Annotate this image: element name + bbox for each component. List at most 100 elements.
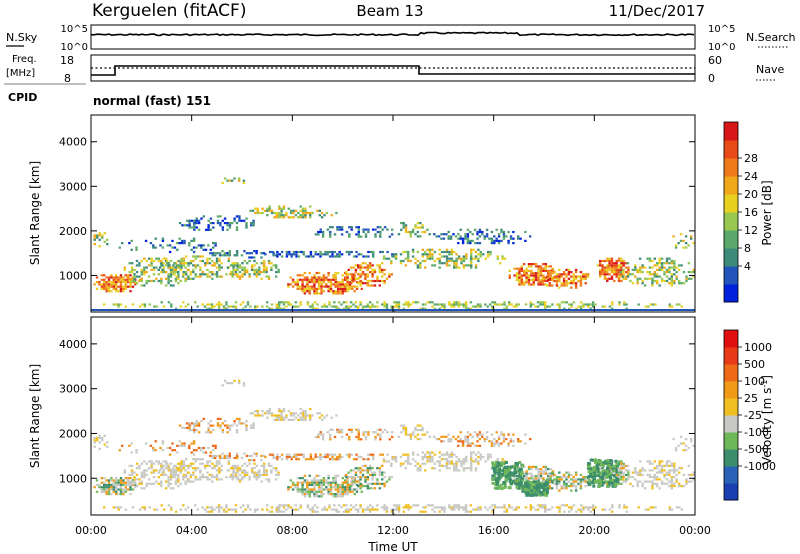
velocity-cell xyxy=(546,478,549,481)
power-cell xyxy=(488,237,491,240)
power-cell xyxy=(369,271,372,274)
power-cell xyxy=(185,255,188,258)
power-cell xyxy=(453,250,456,254)
velocity-cell xyxy=(560,476,563,479)
velocity-cell xyxy=(493,474,497,478)
power-cell xyxy=(289,216,293,219)
power-cell xyxy=(537,265,540,268)
power-cell xyxy=(334,285,337,288)
velocity-cell xyxy=(180,444,184,447)
power-cell xyxy=(231,273,234,276)
power-cell xyxy=(223,222,227,225)
velocity-cell xyxy=(225,510,228,513)
velocity-cell xyxy=(155,460,158,463)
power-cell xyxy=(131,276,135,279)
velocity-cell xyxy=(490,440,494,443)
velocity-cell xyxy=(656,485,659,488)
velocity-cell xyxy=(450,453,453,456)
power-cell xyxy=(455,259,458,263)
power-cell xyxy=(147,257,151,260)
power-cell xyxy=(339,285,342,288)
power-cell xyxy=(353,274,356,277)
power-cell xyxy=(393,305,396,308)
velocity-cell xyxy=(684,438,688,441)
power-cell xyxy=(332,292,335,295)
velocity-cell xyxy=(621,471,625,474)
power-cell xyxy=(304,211,307,215)
power-cell xyxy=(673,279,676,283)
power-cell xyxy=(302,253,305,256)
velocity-cell xyxy=(587,508,590,511)
power-cell xyxy=(535,265,538,268)
velocity-cell xyxy=(679,435,683,438)
velocity-cell xyxy=(584,478,587,481)
velocity-cell xyxy=(523,477,526,480)
power-cell xyxy=(160,271,163,274)
power-cell xyxy=(355,250,358,254)
velocity-cell xyxy=(597,472,601,476)
power-cell xyxy=(270,266,273,269)
power-cell xyxy=(140,259,143,263)
velocity-cell xyxy=(484,506,487,509)
velocity-cell xyxy=(530,465,533,468)
velocity-cell xyxy=(570,508,573,511)
velocity-cell xyxy=(282,510,286,513)
velocity-cell xyxy=(606,459,610,463)
time-axis-label: Time UT xyxy=(367,540,418,554)
power-cell xyxy=(478,242,482,245)
velocity-cell xyxy=(366,469,369,472)
velocity-cell xyxy=(238,480,242,483)
power-cell xyxy=(338,255,341,258)
velocity-cell xyxy=(443,464,446,467)
power-cell xyxy=(631,273,635,276)
power-cell xyxy=(658,284,661,287)
velocity-cell xyxy=(641,482,644,485)
power-cell xyxy=(388,273,391,276)
velocity-cell xyxy=(130,482,134,485)
velocity-cell xyxy=(615,471,618,474)
power-cell xyxy=(174,279,178,283)
velocity-cell xyxy=(179,508,183,511)
power-cell xyxy=(135,246,138,249)
power-cell xyxy=(193,226,196,229)
velocity-cell xyxy=(534,488,538,492)
velocity-cell xyxy=(121,444,124,447)
velocity-cell xyxy=(364,476,367,479)
velocity-cell xyxy=(405,506,408,509)
power-cell xyxy=(466,237,470,240)
power-cell xyxy=(261,305,264,308)
velocity-cell xyxy=(342,510,346,513)
velocity-cell xyxy=(155,480,158,483)
velocity-cell xyxy=(271,453,274,456)
power-cell xyxy=(433,250,437,254)
power-cell xyxy=(309,216,312,219)
power-cell xyxy=(663,273,666,276)
power-cell xyxy=(190,248,193,251)
velocity-cell xyxy=(148,506,151,509)
power-cell xyxy=(174,277,178,280)
power-cell xyxy=(134,283,137,286)
velocity-cell xyxy=(320,483,323,486)
velocity-cell xyxy=(193,429,196,432)
velocity-cell xyxy=(192,458,195,461)
velocity-cell xyxy=(218,454,222,457)
velocity-cell xyxy=(189,462,193,465)
velocity-cell xyxy=(395,506,398,509)
power-cell xyxy=(679,239,683,242)
velocity-cell xyxy=(115,488,118,491)
velocity-cell xyxy=(495,440,498,443)
velocity-cell xyxy=(320,495,323,498)
power-cell xyxy=(182,301,185,304)
power-cell xyxy=(503,303,506,306)
power-cell xyxy=(155,266,158,269)
power-cell xyxy=(332,276,335,279)
power-cell xyxy=(668,277,671,280)
velocity-cell xyxy=(508,506,511,509)
velocity-cell xyxy=(357,476,360,479)
velocity-cell xyxy=(402,462,405,465)
power-cell xyxy=(112,281,115,284)
power-cell xyxy=(327,285,330,288)
power-cell xyxy=(524,303,528,306)
power-cell xyxy=(606,273,609,276)
power-cell xyxy=(447,235,450,238)
